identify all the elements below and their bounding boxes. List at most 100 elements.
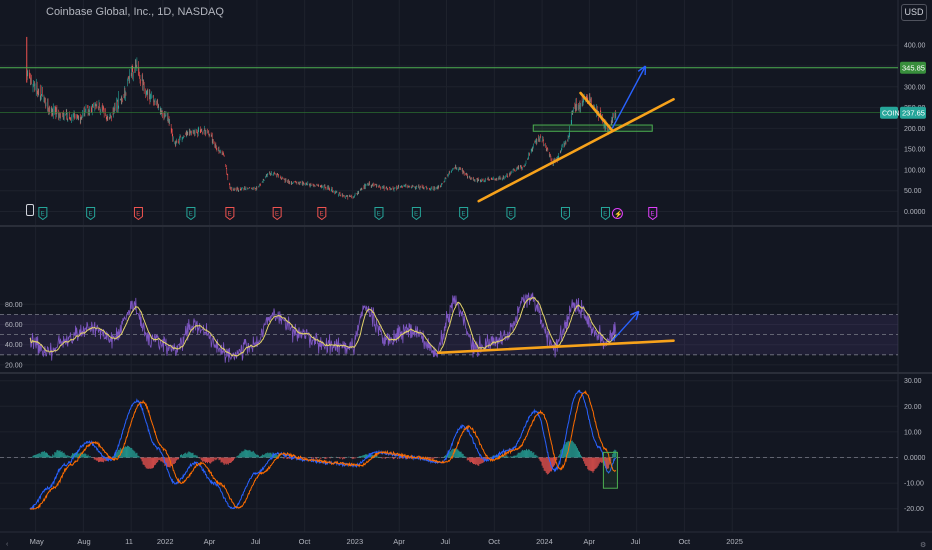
macd-hist-bar bbox=[563, 445, 565, 458]
macd-hist-bar bbox=[216, 457, 218, 460]
earnings-marker-icon bbox=[648, 207, 658, 221]
macd-hist-bar bbox=[174, 457, 176, 463]
macd-hist-bar bbox=[506, 455, 508, 458]
macd-hist-bar bbox=[311, 457, 313, 459]
support-zone bbox=[532, 124, 653, 132]
macd-hist-bar bbox=[277, 454, 279, 458]
earnings-marker-icon bbox=[411, 207, 421, 221]
earnings-marker-label: E bbox=[228, 212, 232, 218]
price-axis-label: 0.0000 bbox=[904, 209, 926, 216]
macd-hist-bar bbox=[559, 454, 561, 458]
macd-hist-bar bbox=[288, 457, 290, 459]
macd-hist-bar bbox=[246, 450, 248, 458]
macd-hist-bar bbox=[315, 457, 317, 459]
macd-hist-bar bbox=[73, 453, 75, 458]
macd-hist-bar bbox=[360, 455, 362, 458]
scale-lock-icon[interactable] bbox=[26, 204, 34, 216]
macd-hist-bar bbox=[47, 453, 49, 458]
ticker-label: COIN bbox=[882, 111, 900, 118]
macd-hist-bar bbox=[64, 454, 66, 458]
macd-hist-bar bbox=[87, 454, 89, 458]
macd-hist-bar bbox=[151, 457, 153, 469]
earnings-marker-icon bbox=[506, 207, 516, 221]
macd-hist-bar bbox=[78, 453, 80, 458]
macd-hist-bar bbox=[97, 457, 99, 463]
earnings-marker-icon bbox=[86, 207, 96, 221]
macd-hist-bar bbox=[66, 455, 68, 458]
macd-hist-bar bbox=[84, 453, 86, 458]
macd-hist-bar bbox=[487, 457, 489, 460]
earnings-marker-label: E bbox=[414, 212, 418, 218]
macd-hist-bar bbox=[63, 452, 65, 458]
macd-hist-bar bbox=[68, 456, 70, 458]
macd-hist-bar bbox=[574, 444, 576, 458]
macd-hist-bar bbox=[465, 456, 467, 458]
macd-hist-bar bbox=[450, 451, 452, 458]
macd-hist-bar bbox=[460, 451, 462, 458]
earnings-marker-icon bbox=[38, 207, 48, 221]
macd-hist-bar bbox=[61, 451, 63, 458]
macd-hist-bar bbox=[138, 456, 140, 458]
macd-hist-bar bbox=[234, 457, 236, 459]
macd-hist-bar bbox=[343, 457, 345, 459]
macd-hist-bar bbox=[558, 455, 560, 458]
macd-hist-bar bbox=[186, 453, 188, 458]
macd-hist-bar bbox=[238, 455, 240, 458]
macd-hist-bar bbox=[229, 457, 231, 463]
earnings-marker-label: E bbox=[189, 212, 193, 218]
macd-hist-bar bbox=[154, 457, 156, 466]
macd-hist-bar bbox=[477, 457, 479, 466]
macd-hist-bar bbox=[105, 457, 107, 462]
macd-hist-bar bbox=[586, 457, 588, 466]
macd-hist-bar bbox=[585, 457, 587, 466]
macd-hist-bar bbox=[464, 456, 466, 458]
rsi-axis-label: 20.00 bbox=[5, 362, 23, 369]
earnings-marker-label: E bbox=[88, 212, 92, 218]
macd-hist-bar bbox=[389, 457, 391, 459]
collapse-left-icon[interactable]: ‹ bbox=[6, 541, 9, 548]
macd-hist-bar bbox=[167, 457, 169, 468]
macd-hist-bar bbox=[264, 454, 266, 458]
macd-hist-bar bbox=[565, 442, 567, 458]
currency-button[interactable]: USD bbox=[901, 4, 927, 21]
earnings-marker-label: E bbox=[651, 212, 655, 218]
macd-hist-bar bbox=[599, 457, 601, 462]
macd-hist-bar bbox=[210, 457, 212, 464]
macd-hist-bar bbox=[482, 457, 484, 463]
macd-hist-bar bbox=[581, 456, 583, 458]
macd-hist-bar bbox=[209, 457, 211, 464]
time-axis-label: Apr bbox=[393, 537, 405, 546]
price-projection-arrow-shaft bbox=[611, 65, 647, 129]
macd-hist-bar bbox=[202, 457, 204, 462]
earnings-marker-label: E bbox=[320, 212, 324, 218]
settings-gear-icon[interactable]: ⚙ bbox=[920, 542, 927, 549]
macd-hist-bar bbox=[155, 457, 157, 465]
macd-hist-bar bbox=[50, 456, 52, 458]
macd-hist-bar bbox=[102, 457, 104, 462]
rsi-ma-line bbox=[29, 296, 617, 357]
macd-hist-bar bbox=[566, 442, 568, 458]
macd-hist-bar bbox=[81, 454, 83, 458]
macd-hist-bar bbox=[256, 454, 258, 458]
macd-hist-bar bbox=[516, 454, 518, 458]
macd-hist-bar bbox=[104, 457, 106, 461]
macd-hist-bar bbox=[377, 456, 379, 458]
time-axis-label: Oct bbox=[678, 537, 691, 546]
macd-hist-bar bbox=[571, 440, 573, 458]
macd-hist-bar bbox=[117, 449, 119, 458]
macd-hist-bar bbox=[608, 457, 610, 469]
earnings-markers: E E E E E E E E E E E E E ⚡ E bbox=[38, 207, 658, 221]
macd-hist-bar bbox=[136, 452, 138, 458]
macd-hist-bar bbox=[49, 455, 51, 458]
macd-hist-bar bbox=[475, 457, 477, 465]
macd-hist-bar bbox=[582, 457, 584, 459]
macd-hist-bar bbox=[201, 457, 203, 462]
macd-hist-bar bbox=[463, 455, 465, 458]
macd-hist-bar bbox=[165, 457, 167, 466]
time-axis-label: 11 bbox=[125, 537, 133, 546]
macd-hist-bar bbox=[244, 449, 246, 458]
earnings-marker-icon bbox=[600, 207, 610, 221]
macd-hist-bar bbox=[342, 457, 344, 460]
macd-hist-bar bbox=[286, 457, 288, 459]
